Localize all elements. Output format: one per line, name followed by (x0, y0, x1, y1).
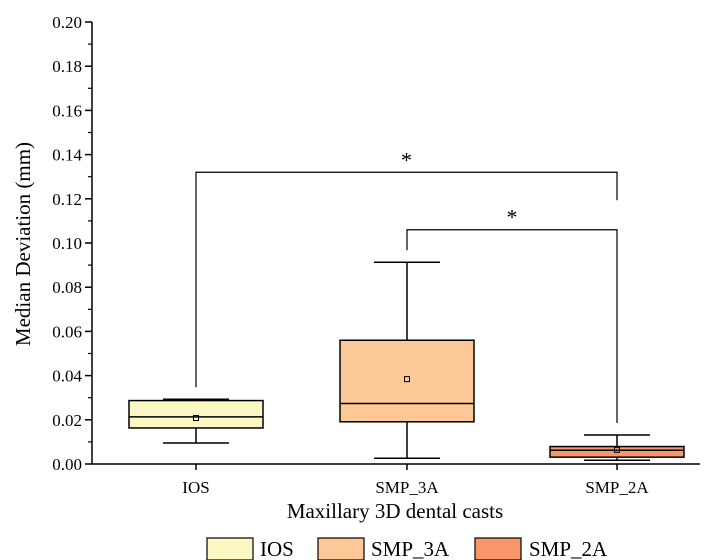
significance-label: * (401, 147, 412, 172)
box-group (128, 398, 264, 444)
y-tick-label: 0.02 (52, 411, 82, 430)
x-tick-label: SMP_3A (375, 478, 439, 497)
y-tick-label: 0.16 (52, 101, 82, 120)
y-tick-label: 0.06 (52, 322, 82, 341)
box-body (549, 445, 685, 458)
y-tick-label: 0.00 (52, 455, 82, 474)
y-axis-label: Median Deviation (mm) (11, 142, 35, 346)
y-tick-label: 0.20 (52, 13, 82, 32)
x-axis-label: Maxillary 3D dental casts (287, 499, 503, 523)
x-tick-label: SMP_2A (585, 478, 649, 497)
legend-label: SMP_3A (371, 537, 450, 560)
y-tick-label: 0.14 (52, 146, 82, 165)
significance-label: * (507, 205, 518, 230)
significance-bracket: * (406, 205, 618, 424)
legend-label: IOS (260, 537, 294, 560)
significance-bracket: * (195, 147, 618, 388)
significance-brackets: ** (195, 147, 618, 424)
mean-marker (404, 376, 410, 383)
legend-label: SMP_2A (529, 537, 608, 560)
y-tick-label: 0.10 (52, 234, 82, 253)
bracket-line (406, 229, 618, 424)
box-body (339, 339, 475, 423)
legend-swatch (206, 537, 254, 560)
boxes (128, 261, 685, 461)
legend: IOS SMP_3A SMP_2A (206, 537, 608, 560)
legend-swatch (474, 537, 522, 560)
box-group (549, 434, 685, 461)
box-body (128, 399, 264, 429)
y-tick-label: 0.08 (52, 278, 82, 297)
y-tick-label: 0.12 (52, 190, 82, 209)
x-tick-label: IOS (182, 478, 209, 497)
legend-swatch (317, 537, 365, 560)
y-tick-label: 0.04 (52, 367, 82, 386)
legend-item: IOS (206, 537, 294, 560)
box-group (339, 261, 475, 460)
mean-marker (193, 415, 199, 422)
mean-marker (614, 446, 620, 453)
axes: 0.00 0.02 0.04 0.06 0.08 0.10 0.12 0.14 0.16 0.18… (52, 13, 700, 497)
legend-item: SMP_3A (317, 537, 450, 560)
y-tick-label: 0.18 (52, 57, 82, 76)
bracket-line (195, 171, 618, 388)
legend-item: SMP_2A (474, 537, 608, 560)
